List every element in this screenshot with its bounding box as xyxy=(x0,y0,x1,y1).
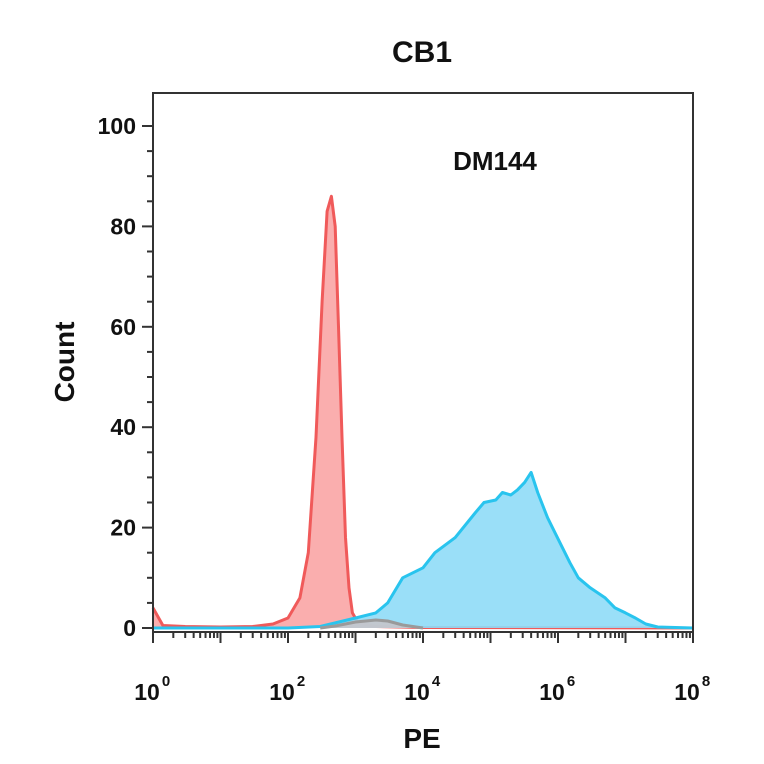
x-tick-label: 10 2 xyxy=(269,673,305,705)
series-1-area xyxy=(153,196,693,629)
y-tick-label: 80 xyxy=(110,213,136,239)
x-tick-exponent: 6 xyxy=(567,673,575,690)
x-tick-exponent: 2 xyxy=(297,673,305,690)
x-tick-base: 10 xyxy=(674,679,700,705)
y-tick-label: 60 xyxy=(110,314,136,340)
series-1-line xyxy=(151,194,694,630)
x-tick-label: 10 0 xyxy=(134,673,170,705)
plot-layer xyxy=(151,194,694,630)
y-tick-label: 40 xyxy=(110,414,136,440)
x-tick-base: 10 xyxy=(404,679,430,705)
x-tick-base: 10 xyxy=(539,679,565,705)
series-3-line xyxy=(320,618,424,630)
y-tick-label: 0 xyxy=(123,615,136,641)
series-3-area xyxy=(320,620,423,628)
x-tick-label: 10 8 xyxy=(674,673,710,705)
x-tick-label: 10 4 xyxy=(404,673,441,705)
x-tick-base: 10 xyxy=(134,679,160,705)
x-tick-label: 10 6 xyxy=(539,673,575,705)
x-axis-label: PE xyxy=(403,723,440,754)
sample-annotation: DM144 xyxy=(453,146,537,176)
x-tick-base: 10 xyxy=(269,679,295,705)
y-axis-label: Count xyxy=(49,322,80,403)
series-2-line xyxy=(153,470,694,630)
series-2-area xyxy=(153,472,693,628)
y-tick-label: 20 xyxy=(110,515,136,541)
plot-frame xyxy=(152,92,694,633)
x-tick-exponent: 0 xyxy=(162,673,170,690)
chart-title: CB1 xyxy=(392,36,452,69)
y-tick-label: 100 xyxy=(98,113,136,139)
x-tick-exponent: 8 xyxy=(702,673,710,690)
x-tick-exponent: 4 xyxy=(432,673,441,690)
